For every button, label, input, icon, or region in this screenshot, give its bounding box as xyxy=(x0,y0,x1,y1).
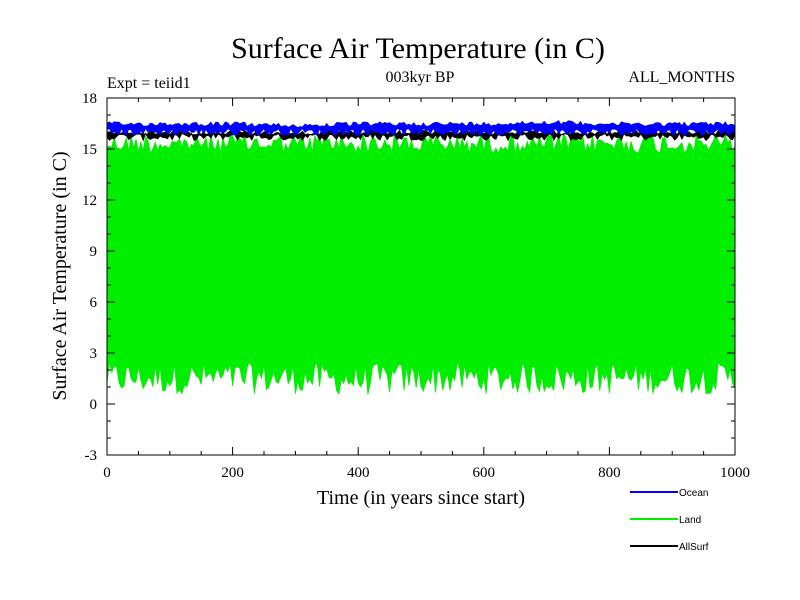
y-tick-label: 0 xyxy=(90,397,98,413)
chart-subtitle: 003kyr BP xyxy=(386,69,455,86)
x-tick-label: 600 xyxy=(473,465,496,481)
x-tick-label: 0 xyxy=(103,465,111,481)
y-tick-label: 12 xyxy=(82,193,97,209)
y-tick-label: 15 xyxy=(82,142,97,158)
series-land-band xyxy=(106,132,736,396)
legend-label-land: Land xyxy=(679,515,701,526)
axes: 0 200 400 600 800 1000 -3 0 3 6 9 12 15 18 xyxy=(82,91,750,481)
plot-area xyxy=(106,120,736,396)
x-tick-label: 200 xyxy=(221,465,244,481)
y-tick-label: 6 xyxy=(90,295,98,311)
series-ocean-band xyxy=(106,120,736,137)
legend: Ocean Land AllSurf xyxy=(630,488,709,553)
expt-label: Expt = teiid1 xyxy=(107,75,191,92)
x-tick-label: 800 xyxy=(598,465,621,481)
y-tick-label: 9 xyxy=(90,244,98,260)
x-tick-label: 400 xyxy=(347,465,370,481)
legend-label-allsurf: AllSurf xyxy=(679,542,709,553)
legend-label-ocean: Ocean xyxy=(679,488,708,499)
y-tick-label: 3 xyxy=(90,346,98,362)
x-tick-label: 1000 xyxy=(720,465,750,481)
chart-title: Surface Air Temperature (in C) xyxy=(231,32,605,65)
y-axis-label: Surface Air Temperature (in C) xyxy=(49,151,71,400)
x-axis-label: Time (in years since start) xyxy=(317,487,525,509)
y-tick-label: 18 xyxy=(82,91,97,107)
months-label: ALL_MONTHS xyxy=(628,69,735,86)
y-tick-label: -3 xyxy=(85,448,98,464)
